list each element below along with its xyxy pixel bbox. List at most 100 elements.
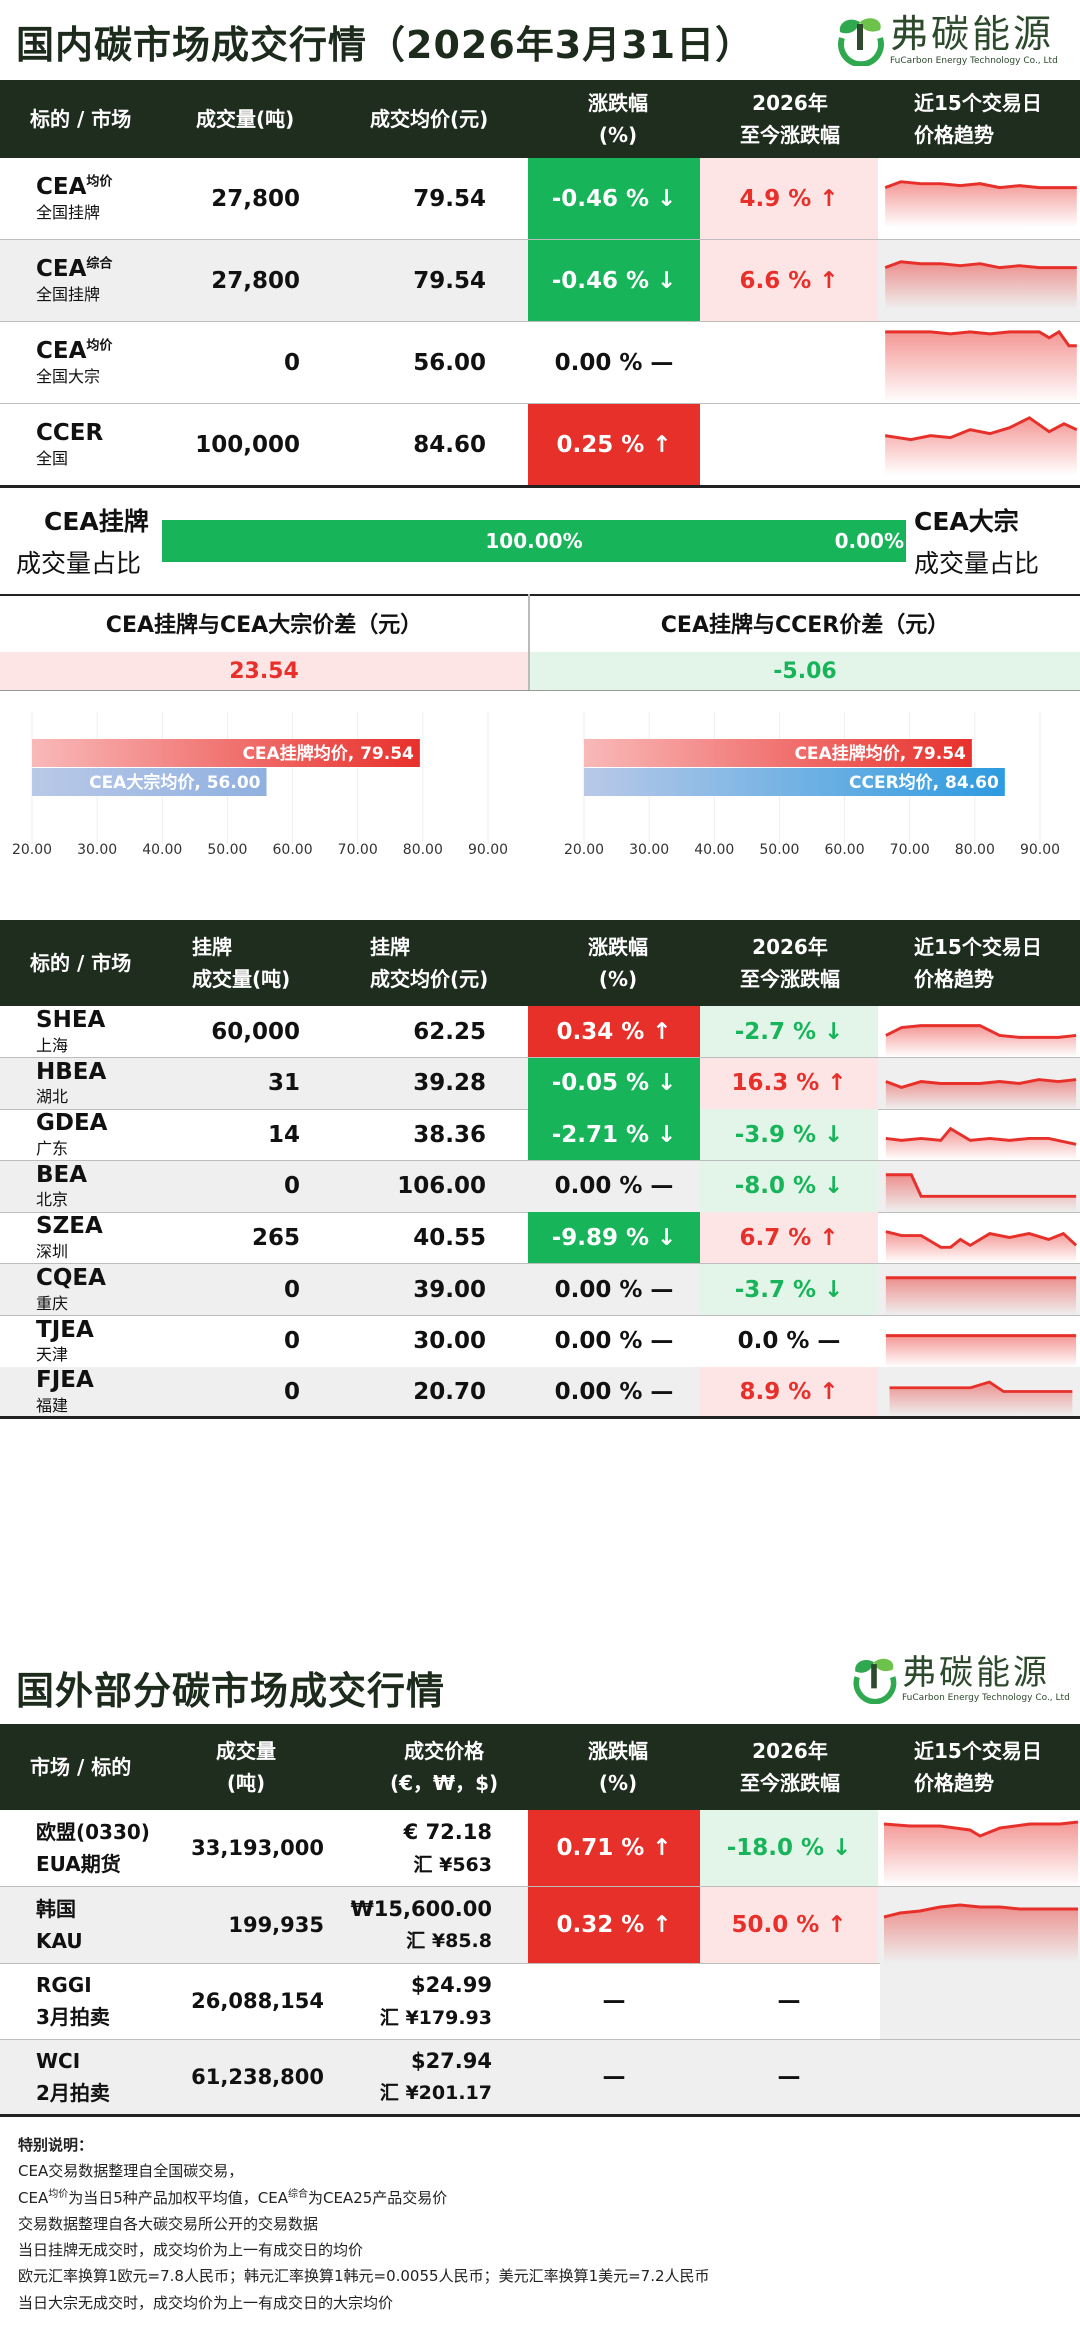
spread-left-title: CEA挂牌与CEA大宗价差（元） — [105, 613, 423, 638]
bar-label: CEA挂牌均价, 79.54 — [242, 743, 414, 764]
col-header-change: 涨跌幅 (%) — [588, 1739, 648, 1795]
table-row: GDEA 广东 14 38.36 -2.71 % ↓ -3.9 % ↓ — [0, 1109, 1080, 1162]
price-cell: € 72.18 汇 ¥563 — [340, 1810, 492, 1886]
bulk-ratio-value: 0.00% — [834, 529, 904, 553]
row-name: FJEA 福建 — [36, 1367, 94, 1415]
regional-table-header: 标的 / 市场 挂牌 成交量(吨) 挂牌 成交均价(元) 涨跌幅 (%) 2026年至… — [0, 920, 1080, 1006]
col-header-trend: 近15个交易日 价格趋势 — [914, 1739, 1042, 1795]
col-header-target: 标的 / 市场 — [30, 107, 132, 131]
domestic-table-header: 标的 / 市场 成交量(吨) 成交均价(元) 涨跌幅 (%) 2026年 至今涨跌幅… — [0, 80, 1080, 158]
ytd-value: 6.6 % ↑ — [700, 240, 878, 321]
ratio-right-title: CEA大宗 — [914, 507, 1019, 536]
table-row: WCI 2月拍卖 61,238,800 $27.94 汇 ¥201.17 — — — [0, 2039, 1080, 2117]
volume-value: 0 — [283, 1173, 300, 1200]
volume-value: 199,935 — [228, 1912, 324, 1937]
row-name: RGGI 3月拍卖 — [36, 1973, 110, 2029]
row-name: HBEA 湖北 — [36, 1058, 107, 1107]
volume-value: 265 — [251, 1224, 300, 1251]
foreign-table-header: 市场 / 标的 成交量 (吨) 成交价格 (€，₩，$) 涨跌幅 (%) 2026年至… — [0, 1724, 1080, 1810]
col-header-trend: 近15个交易日 价格趋势 — [914, 935, 1042, 991]
logo-subtitle: FuCarbon Energy Technology Co., Ltd — [902, 1692, 1070, 1703]
col-header-ytd: 2026年 至今涨跌幅 — [740, 1739, 840, 1795]
ytd-value: -8.0 % ↓ — [700, 1160, 878, 1212]
price-cny: 汇 ¥179.93 — [379, 2006, 492, 2029]
note-line: 当日大宗无成交时，成交均价为上一有成交日的大宗均价 — [18, 2293, 394, 2312]
notes-title: 特别说明： — [18, 2136, 94, 2154]
bar-label: CEA大宗均价, 56.00 — [89, 772, 261, 793]
change-value: -2.71 % ↓ — [528, 1109, 700, 1161]
change-value: 0.32 % ↑ — [528, 1886, 700, 1963]
logo: 弗碳能源 FuCarbon Energy Technology Co., Ltd — [830, 14, 1058, 66]
change-value: -0.05 % ↓ — [528, 1057, 700, 1109]
price-value: $24.99 — [410, 1973, 492, 1997]
row-name: CEA综合 全国挂牌 — [36, 255, 113, 304]
tick-label: 40.00 — [142, 842, 182, 858]
volume-value: 26,088,154 — [191, 1989, 324, 2013]
ratio-right-subtitle: 成交量占比 — [914, 549, 1040, 578]
trend-sparkline — [884, 180, 1077, 228]
price-value: 39.00 — [413, 1276, 486, 1303]
price-cny: 汇 ¥201.17 — [379, 2082, 492, 2105]
trend-sparkline — [885, 329, 1077, 403]
tick-label: 90.00 — [1020, 842, 1060, 858]
page-title: 国内碳市场成交行情（2026年3月31日） — [16, 23, 755, 67]
ytd-value: 6.7 % ↑ — [700, 1212, 878, 1264]
table-row: CEA均价 全国大宗 0 56.00 0.00 % — — [0, 322, 1080, 404]
table-row: 韩国 KAU 199,935 ₩15,600.00 汇 ¥85.8 0.32 %… — [0, 1886, 1080, 1964]
tick-label: 60.00 — [825, 842, 865, 858]
trend-sparkline — [885, 1173, 1077, 1212]
change-value: -9.89 % ↓ — [528, 1212, 700, 1264]
tick-label: 50.00 — [759, 842, 799, 858]
tick-label: 40.00 — [694, 842, 734, 858]
col-header-change: 涨跌幅 (%) — [588, 935, 648, 991]
logo: 弗碳能源 FuCarbon Energy Technology Co., Ltd — [846, 1654, 1070, 1704]
price-value: 30.00 — [413, 1328, 486, 1355]
row-name: CEA均价 全国挂牌 — [36, 173, 113, 222]
row-name: TJEA 天津 — [36, 1316, 94, 1365]
change-value: — — [602, 2063, 626, 2090]
volume-value: 33,193,000 — [191, 1836, 324, 1860]
volume-value: 14 — [267, 1121, 300, 1148]
col-header-ytd: 2026年 至今涨跌幅 — [740, 91, 840, 147]
tick-label: 30.00 — [629, 842, 669, 858]
change-value: 0.00 % — — [554, 1276, 674, 1303]
volume-value: 0 — [283, 1328, 300, 1355]
price-value: 79.54 — [413, 185, 486, 212]
volume-value: 27,800 — [211, 267, 300, 294]
price-cell: $24.99 汇 ¥179.93 — [340, 1963, 492, 2039]
col-header-trend: 近15个交易日 价格趋势 — [914, 91, 1042, 147]
change-value: 0.00 % — — [554, 349, 674, 376]
volume-value: 60,000 — [211, 1018, 300, 1045]
volume-value: 0 — [283, 1276, 300, 1303]
price-value: 40.55 — [413, 1224, 486, 1251]
price-cny: 汇 ¥85.8 — [406, 1930, 492, 1953]
col-header-price: 挂牌 成交均价(元) — [370, 935, 489, 991]
trend-sparkline — [885, 1077, 1077, 1109]
col-header-change: 涨跌幅 (%) — [588, 91, 648, 147]
price-value: 84.60 — [413, 431, 486, 458]
bar-label: CEA挂牌均价, 79.54 — [794, 743, 966, 764]
logo-subtitle: FuCarbon Energy Technology Co., Ltd — [890, 55, 1058, 66]
row-name: WCI 2月拍卖 — [36, 2048, 110, 2105]
trend-sparkline — [884, 260, 1077, 310]
trend-sparkline — [885, 1126, 1077, 1161]
change-value: 0.34 % ↑ — [528, 1006, 700, 1057]
volume-value: 31 — [267, 1070, 300, 1097]
logo-icon — [838, 18, 884, 66]
ratio-bar: 100.00% 0.00% — [162, 520, 906, 562]
logo-icon — [853, 1658, 897, 1704]
price-value: 39.28 — [413, 1070, 486, 1097]
bar — [584, 768, 1005, 796]
trend-empty — [880, 2039, 1080, 2114]
price-value: 20.70 — [413, 1378, 486, 1405]
bar — [584, 739, 972, 767]
col-header-volume: 挂牌 成交量(吨) — [192, 935, 291, 991]
ytd-value: 16.3 % ↑ — [700, 1057, 878, 1109]
col-header-volume: 成交量(吨) — [216, 1739, 276, 1795]
price-compare-chart-left: 20.00 30.00 40.00 50.00 60.00 70.00 80.00 90.00… — [12, 712, 508, 858]
col-header-target: 市场 / 标的 — [30, 1755, 132, 1779]
note-line: 交易数据整理自各大碳交易所公开的交易数据 — [18, 2214, 319, 2233]
ytd-value: -18.0 % ↓ — [700, 1810, 878, 1886]
table-row: CQEA 重庆 0 39.00 0.00 % — -3.7 % ↓ — [0, 1264, 1080, 1316]
col-header-price: 成交价格 (€，₩，$) — [390, 1739, 499, 1795]
